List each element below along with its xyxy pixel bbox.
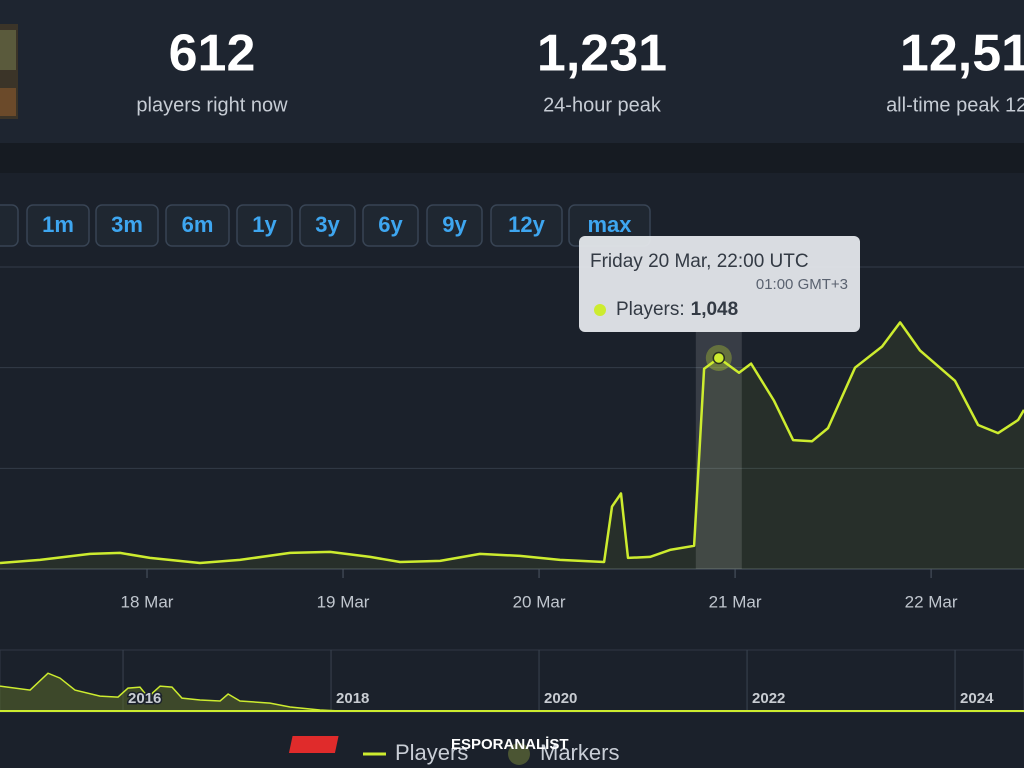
tooltip-value-line: Players: 1,048 [616, 299, 738, 320]
range-button[interactable]: 1y [236, 204, 293, 247]
range-button-box[interactable] [426, 204, 483, 247]
watermark-badge [288, 736, 339, 753]
tooltip-local-time: 01:00 GMT+3 [756, 276, 848, 293]
range-button-label[interactable]: 6m [182, 212, 214, 237]
range-button-label[interactable]: 1y [252, 212, 277, 237]
range-button-box[interactable] [95, 204, 159, 247]
stat-label: all-time peak 12.8 [886, 94, 1024, 116]
navigator-tick-label: 2020 [544, 690, 577, 707]
range-button-box[interactable] [490, 204, 563, 247]
legend-swatch [508, 743, 530, 765]
game-thumbnail [0, 24, 18, 119]
range-button-label[interactable]: 3y [315, 212, 340, 237]
area [0, 673, 1024, 711]
x-tick-label: 18 Mar [121, 592, 174, 611]
x-tick-label: 19 Mar [317, 592, 370, 611]
tooltip: Friday 20 Mar, 22:00 UTC 01:00 GMT+3 Playe… [579, 236, 860, 332]
legend: Players Markers [363, 740, 619, 765]
range-button-box[interactable] [236, 204, 293, 247]
navigator-tick-label: 2024 [960, 690, 994, 707]
range-button[interactable]: 3m [95, 204, 159, 247]
range-button-label[interactable]: 9y [442, 212, 467, 237]
tooltip-label: Players: [616, 299, 685, 320]
range-button[interactable]: 9y [426, 204, 483, 247]
watermark: ESPORANALİST [288, 736, 569, 753]
range-button[interactable]: 3y [299, 204, 356, 247]
range-button-label[interactable]: max [587, 212, 632, 237]
stat-value: 612 [169, 25, 256, 83]
navigator-tick-label: 2016 [128, 690, 161, 707]
tooltip-box [579, 236, 860, 332]
area-line [0, 672, 1024, 712]
range-button-label[interactable]: 6y [378, 212, 403, 237]
range-button-label[interactable]: 3m [111, 212, 143, 237]
navigator-tick-label: 2018 [336, 690, 369, 707]
range-button-box[interactable] [362, 204, 419, 247]
x-tick-label: 21 Mar [709, 592, 762, 611]
legend-label[interactable]: Markers [540, 740, 619, 765]
range-button[interactable]: max [568, 204, 651, 247]
range-button[interactable]: 12y [490, 204, 563, 247]
hover-point [712, 351, 726, 365]
range-button-box[interactable] [26, 204, 90, 247]
stat-label: players right now [136, 94, 288, 116]
header-strip [0, 143, 1024, 173]
header-band [0, 0, 1024, 143]
x-tick-label: 22 Mar [905, 592, 958, 611]
watermark-text: ESPORANALİST [451, 736, 569, 753]
range-button-partial[interactable] [0, 204, 19, 247]
tooltip-value: 1,048 [691, 299, 739, 320]
line-area [0, 322, 1024, 569]
stat-label: 24-hour peak [543, 94, 662, 116]
range-button[interactable]: 6m [165, 204, 230, 247]
range-button-label[interactable]: 1m [42, 212, 74, 237]
tooltip-date: Friday 20 Mar, 22:00 UTC [590, 251, 809, 272]
range-button-box[interactable] [165, 204, 230, 247]
range-button[interactable]: 1m [26, 204, 90, 247]
x-tick-label: 20 Mar [513, 592, 566, 611]
stat-value: 12,51 [900, 25, 1024, 83]
navigator-tick-label: 2022 [752, 690, 785, 707]
range-button-box[interactable] [299, 204, 356, 247]
stat-value: 1,231 [537, 25, 667, 83]
legend-label[interactable]: Players [395, 740, 468, 765]
range-button-label[interactable]: 12y [508, 212, 545, 237]
range-button[interactable]: 6y [362, 204, 419, 247]
line [0, 321, 1024, 565]
tooltip-dot [594, 304, 606, 316]
